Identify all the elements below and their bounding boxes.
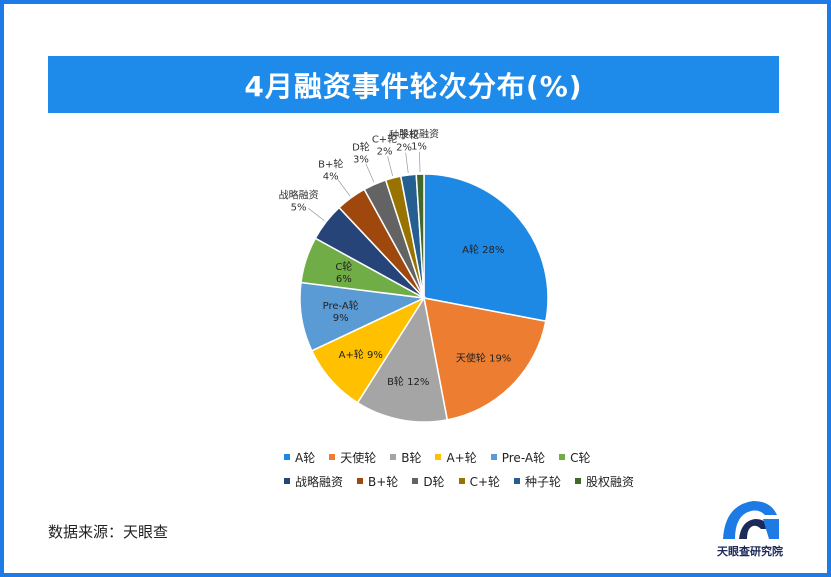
legend-item-seed: 种子轮	[514, 473, 561, 490]
slice-label-strategic: 战略融资 5%	[279, 189, 319, 214]
data-source: 数据来源：天眼查	[48, 523, 169, 541]
slice-label-a-plus: A+轮 9%	[339, 348, 383, 361]
pie-slice-angel	[423, 297, 547, 421]
legend-swatch-c-plus	[458, 478, 465, 484]
legend-label-c: C轮	[570, 450, 591, 465]
logo-icon	[723, 501, 779, 539]
pie-slice-equity	[415, 173, 425, 299]
legend-label-b-plus: B+轮	[368, 474, 399, 489]
legend-swatch-seed	[514, 478, 520, 484]
legend-label-a-plus: A+轮	[446, 450, 477, 465]
legend-item-strategic: 战略融资	[284, 473, 343, 490]
slice-label-b: B轮 12%	[387, 375, 429, 388]
legend-swatch-b	[390, 454, 397, 460]
legend-item-b-plus: B+轮	[357, 473, 398, 490]
leader-line-equity	[419, 151, 421, 173]
pie-slice-b	[356, 295, 449, 423]
legend-swatch-strategic	[284, 478, 290, 484]
legend-item-pre-a: Pre-A轮	[490, 449, 546, 466]
legend-swatch-b-plus	[357, 478, 364, 484]
legend-swatch-a	[284, 454, 290, 460]
legend-label-strategic: 战略融资	[295, 474, 344, 489]
pie-slice-a	[423, 173, 549, 323]
leader-line-b-plus	[337, 179, 351, 197]
legend-item-c: C轮	[559, 449, 590, 466]
tianyancha-logo: 天眼查研究院	[705, 495, 795, 565]
legend-swatch-pre-a	[490, 454, 497, 460]
legend-label-equity: 股权融资	[586, 474, 635, 489]
legend-item-d: D轮	[412, 473, 445, 490]
legend-swatch-d	[412, 478, 419, 484]
leader-line-d	[365, 163, 375, 183]
legend-label-seed: 种子轮	[525, 474, 562, 489]
slice-label-equity: 股权融资 1%	[399, 127, 439, 152]
legend-item-a-plus: A+轮	[435, 449, 477, 466]
legend-item-b: B轮	[390, 449, 421, 466]
leader-line-seed	[405, 152, 409, 174]
slice-label-c: C轮 6%	[335, 260, 352, 285]
slice-label-c-plus: C+轮 2%	[372, 132, 397, 157]
legend-item-angel: 天使轮	[329, 449, 376, 466]
legend-swatch-a-plus	[435, 454, 442, 460]
slice-label-angel: 天使轮 19%	[456, 352, 511, 365]
legend-label-d: D轮	[423, 474, 445, 489]
legend-swatch-equity	[575, 478, 582, 484]
leader-line-c-plus	[387, 156, 394, 177]
slice-label-seed: 种子轮 2%	[389, 129, 419, 154]
logo-text: 天眼查研究院	[717, 545, 783, 558]
leader-line-strategic	[308, 208, 325, 222]
legend-label-angel: 天使轮	[340, 450, 377, 465]
slice-label-pre-a: Pre-A轮 9%	[323, 299, 359, 324]
legend-label-c-plus: C+轮	[469, 474, 500, 489]
legend-label-a: A轮	[295, 450, 316, 465]
slice-label-d: D轮 3%	[352, 140, 370, 165]
slice-label-b-plus: B+轮 4%	[318, 158, 343, 183]
legend-item-equity: 股权融资	[575, 473, 634, 490]
legend-swatch-c	[559, 454, 566, 460]
legend-row: 战略融资 B+轮 D轮 C+轮 种子轮 股权融资	[284, 469, 704, 493]
chart-title: 4月融资事件轮次分布(%)	[48, 56, 779, 113]
legend-label-b: B轮	[401, 450, 422, 465]
legend-label-pre-a: Pre-A轮	[501, 450, 546, 465]
legend-row: A轮 天使轮 B轮 A+轮 Pre-A轮 C轮	[284, 445, 704, 469]
legend-item-a: A轮	[284, 449, 315, 466]
chart-legend: A轮 天使轮 B轮 A+轮 Pre-A轮 C轮战略融资 B+轮 D轮 C+轮 种子轮 股权融资	[284, 445, 704, 493]
slice-label-a: A轮 28%	[462, 243, 504, 256]
legend-swatch-angel	[329, 454, 336, 460]
chart-title-text: 4月融资事件轮次分布(%)	[244, 69, 583, 103]
legend-item-c-plus: C+轮	[458, 473, 500, 490]
